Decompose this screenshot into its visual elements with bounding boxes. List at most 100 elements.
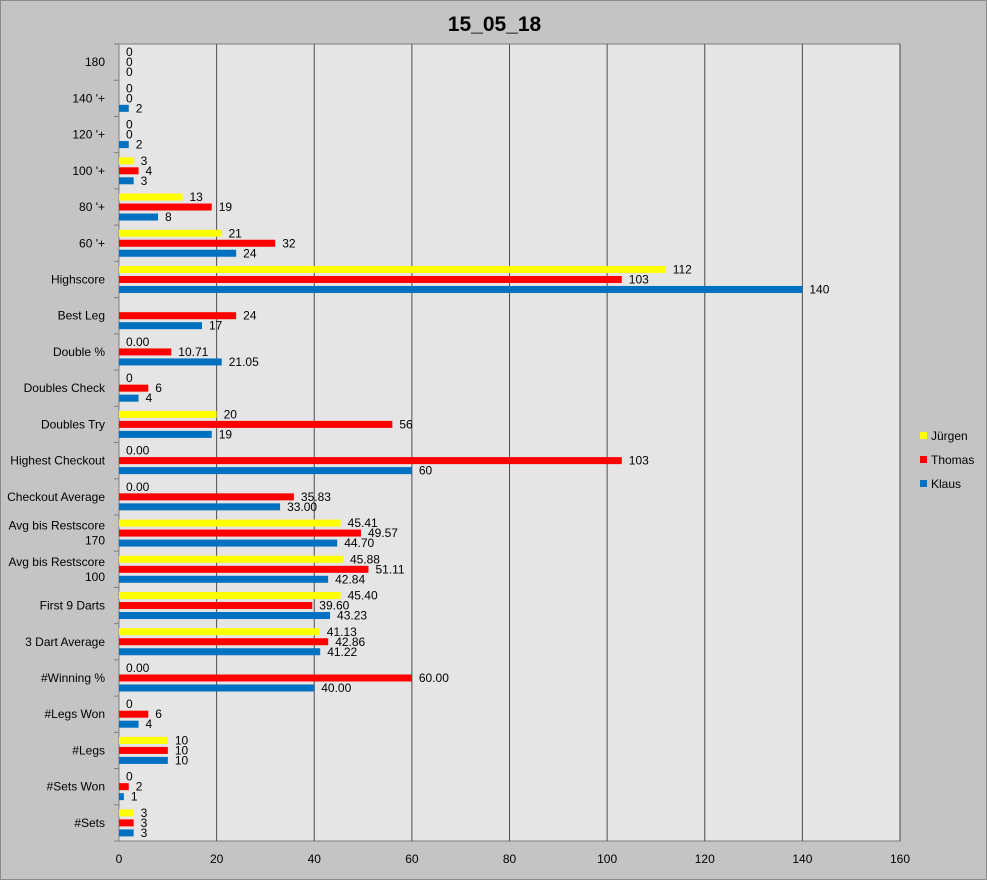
category-label: #Legs Won bbox=[45, 707, 106, 721]
data-label: 44.70 bbox=[344, 536, 374, 550]
bar-thomas bbox=[119, 167, 139, 175]
data-label: 3 bbox=[141, 806, 148, 820]
bar-klaus bbox=[119, 430, 212, 438]
data-label: 3 bbox=[141, 816, 148, 830]
bar-jrgen bbox=[119, 736, 168, 744]
bar-jrgen bbox=[119, 555, 343, 563]
category-label: Avg bis Restscore 100 bbox=[9, 555, 106, 584]
category-label: Highest Checkout bbox=[10, 454, 105, 468]
bar-thomas bbox=[119, 783, 129, 791]
data-label: 43.23 bbox=[337, 609, 367, 623]
data-label: 0 bbox=[126, 128, 133, 142]
bar-klaus bbox=[119, 213, 159, 221]
category-label: 3 Dart Average bbox=[25, 635, 105, 649]
data-label: 0 bbox=[126, 55, 133, 69]
data-label: 10 bbox=[175, 743, 189, 757]
bar-klaus bbox=[119, 394, 139, 402]
category-label: 140 '+ bbox=[72, 91, 105, 105]
bar-jrgen bbox=[119, 193, 183, 201]
data-label: 49.57 bbox=[368, 526, 398, 540]
data-label: 42.86 bbox=[335, 635, 365, 649]
x-tick-label: 140 bbox=[792, 852, 812, 866]
bar-thomas bbox=[119, 674, 412, 682]
category-label: 60 '+ bbox=[79, 236, 105, 250]
category-label: Avg bis Restscore 170 bbox=[9, 519, 106, 548]
bar-klaus bbox=[119, 249, 237, 257]
data-label: 41.22 bbox=[327, 645, 357, 659]
data-label: 0 bbox=[126, 45, 133, 59]
x-tick-label: 20 bbox=[210, 852, 224, 866]
x-tick-label: 80 bbox=[503, 852, 517, 866]
data-label: 3 bbox=[141, 154, 148, 168]
bar-jrgen bbox=[119, 265, 666, 273]
data-label: 6 bbox=[155, 707, 162, 721]
bar-klaus bbox=[119, 684, 315, 692]
data-label: 0 bbox=[126, 371, 133, 385]
bar-klaus bbox=[119, 720, 139, 728]
bar-klaus bbox=[119, 358, 222, 366]
data-label: 2 bbox=[136, 138, 143, 152]
data-label: 0.00 bbox=[126, 444, 150, 458]
bar-jrgen bbox=[119, 809, 134, 817]
data-label: 60.00 bbox=[419, 671, 449, 685]
legend-swatch bbox=[920, 432, 927, 439]
bar-thomas bbox=[119, 275, 622, 283]
x-tick-label: 0 bbox=[116, 852, 123, 866]
category-label: Highscore bbox=[51, 272, 105, 286]
bar-klaus bbox=[119, 539, 338, 547]
bar-thomas bbox=[119, 384, 149, 392]
data-label: 8 bbox=[165, 210, 172, 224]
category-label: 180 bbox=[85, 55, 105, 69]
data-label: 19 bbox=[219, 427, 233, 441]
data-label: 103 bbox=[629, 454, 649, 468]
data-label: 21 bbox=[229, 226, 243, 240]
category-label: Best Leg bbox=[58, 309, 105, 323]
bar-klaus bbox=[119, 793, 124, 801]
x-tick-label: 60 bbox=[405, 852, 419, 866]
data-label: 2 bbox=[136, 101, 143, 115]
data-label: 40.00 bbox=[321, 681, 351, 695]
bar-thomas bbox=[119, 819, 134, 827]
data-label: 4 bbox=[146, 717, 153, 731]
category-label: Doubles Check bbox=[24, 381, 106, 395]
data-label: 6 bbox=[155, 381, 162, 395]
data-label: 45.41 bbox=[348, 516, 378, 530]
bar-klaus bbox=[119, 104, 129, 112]
bar-thomas bbox=[119, 529, 361, 537]
bar-jrgen bbox=[119, 592, 341, 600]
bar-thomas bbox=[119, 348, 172, 356]
bar-thomas bbox=[119, 710, 149, 718]
data-label: 32 bbox=[282, 236, 296, 250]
data-label: 0 bbox=[126, 118, 133, 132]
data-label: 35.83 bbox=[301, 490, 331, 504]
data-label: 0.00 bbox=[126, 480, 150, 494]
legend-swatch bbox=[920, 456, 927, 463]
data-label: 0 bbox=[126, 81, 133, 95]
data-label: 24 bbox=[243, 309, 257, 323]
bar-klaus bbox=[119, 756, 168, 764]
data-label: 0 bbox=[126, 65, 133, 79]
legend-label: Thomas bbox=[931, 453, 974, 467]
bar-klaus bbox=[119, 467, 412, 475]
chart-title: 15_05_18 bbox=[447, 13, 542, 36]
data-label: 42.84 bbox=[335, 572, 365, 586]
bar-klaus bbox=[119, 612, 331, 620]
data-label: 41.13 bbox=[327, 625, 357, 639]
data-label: 21.05 bbox=[229, 355, 259, 369]
bar-jrgen bbox=[119, 628, 320, 636]
data-label: 3 bbox=[141, 826, 148, 840]
data-label: 0 bbox=[126, 91, 133, 105]
data-label: 20 bbox=[224, 407, 238, 421]
data-label: 0.00 bbox=[126, 661, 150, 675]
bar-klaus bbox=[119, 648, 321, 656]
bar-klaus bbox=[119, 285, 803, 293]
bar-thomas bbox=[119, 565, 369, 573]
x-tick-label: 100 bbox=[597, 852, 617, 866]
data-label: 10 bbox=[175, 733, 189, 747]
category-label: Double % bbox=[53, 345, 105, 359]
data-label: 10.71 bbox=[178, 345, 208, 359]
bar-klaus bbox=[119, 503, 281, 511]
data-label: 24 bbox=[243, 246, 257, 260]
data-label: 112 bbox=[673, 262, 692, 276]
category-label: 120 '+ bbox=[72, 128, 105, 142]
